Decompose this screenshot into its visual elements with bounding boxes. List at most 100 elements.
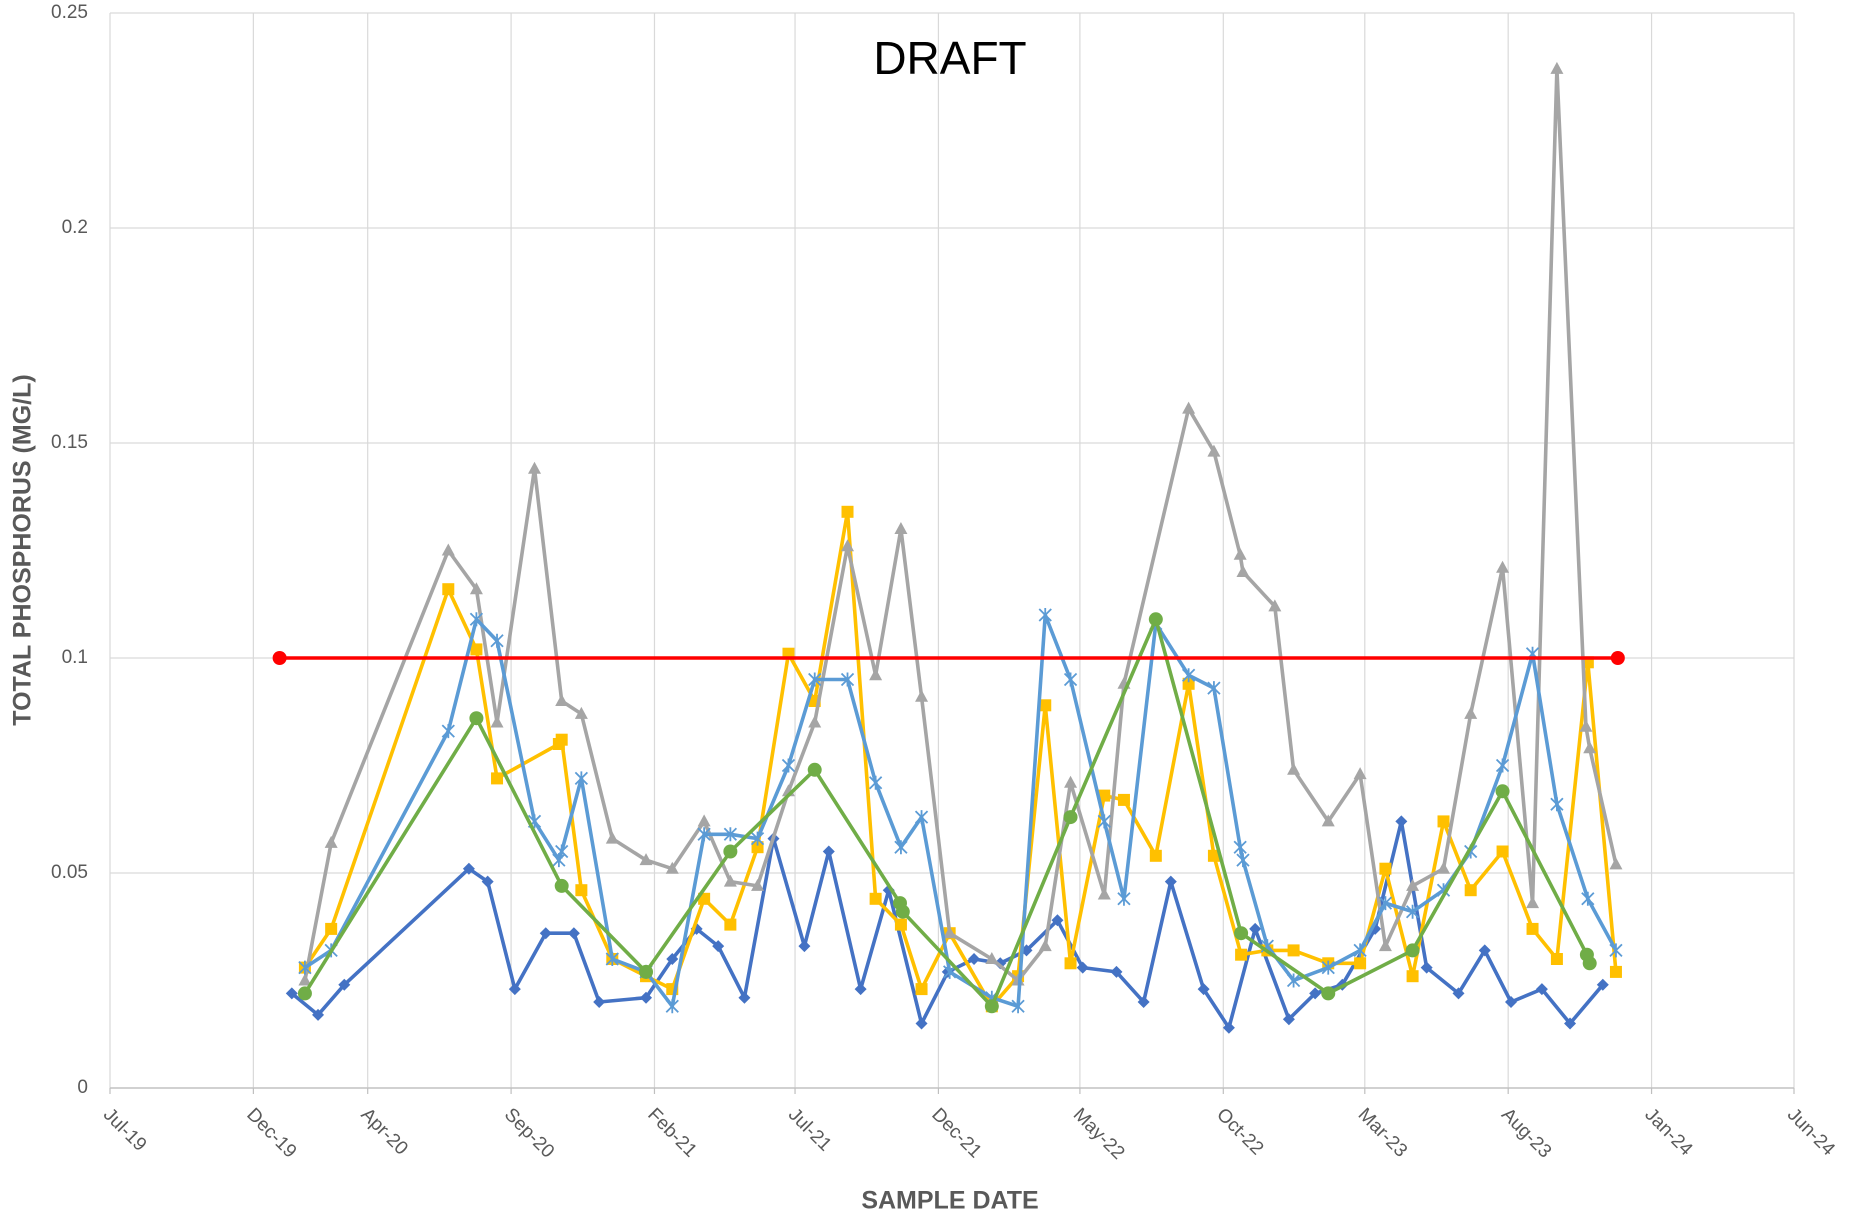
marker [1207,444,1221,457]
marker [469,711,484,726]
marker [1452,987,1465,1000]
marker [894,918,907,931]
y-tick-label: 0 [77,1077,88,1098]
marker [1550,797,1564,812]
x-tick-label: Jul-21 [784,1104,835,1155]
marker [1117,891,1131,906]
x-tick-label: Dec-21 [927,1104,985,1162]
marker [567,927,580,940]
marker [481,875,494,888]
marker [1148,612,1163,627]
marker [712,940,725,953]
marker [1011,999,1025,1014]
marker [1610,651,1625,665]
marker [894,522,908,534]
marker [593,996,606,1008]
marker [807,762,822,777]
marker [1609,943,1623,958]
marker [491,772,504,785]
marker [325,922,338,935]
marker [640,991,653,1004]
marker [441,543,455,556]
marker [1063,810,1078,825]
x-tick-label: Sep-20 [500,1104,558,1162]
marker [1609,965,1622,978]
marker [1550,953,1563,965]
marker [1420,961,1433,974]
marker [1149,849,1162,862]
marker [324,835,338,848]
marker [1406,878,1420,891]
marker [1039,699,1052,712]
marker [841,539,855,552]
marker [1321,814,1335,827]
x-tick-label: Apr-20 [357,1104,412,1159]
marker [751,878,765,891]
marker [1249,922,1262,935]
marker [1182,401,1196,414]
marker [723,827,738,842]
marker [1234,926,1249,941]
chart-title: DRAFT [873,32,1026,84]
marker [1504,996,1517,1008]
marker [915,1017,928,1030]
marker [639,964,654,979]
x-tick-label: Aug-23 [1497,1104,1555,1162]
marker [1378,939,1392,952]
marker [1164,875,1177,888]
marker [751,841,764,854]
marker [1395,815,1408,828]
marker [1596,978,1609,991]
marker [798,940,811,953]
marker [1437,861,1451,874]
x-tick-label: May-22 [1069,1104,1129,1164]
marker [914,810,929,825]
marker [1117,793,1130,806]
marker [1609,857,1623,870]
x-tick-label: Mar-23 [1354,1104,1411,1161]
marker [1282,1013,1295,1026]
marker [665,999,679,1014]
marker [1051,914,1064,927]
marker [1063,672,1078,687]
marker [1076,961,1089,974]
marker [724,918,737,931]
marker [1406,970,1419,983]
marker [697,814,711,827]
marker [840,672,855,687]
marker [1581,891,1595,906]
series-line [303,617,1592,1009]
marker [666,953,679,965]
marker [1405,943,1420,958]
marker [1235,948,1248,961]
series [298,61,1623,986]
marker [1287,944,1300,957]
marker [1207,681,1221,696]
marker [272,651,287,665]
marker [1464,884,1477,897]
marker [469,612,484,627]
y-axis-title: TOTAL PHOSPHORUS (MG/L) [9,374,37,725]
marker [1496,845,1509,858]
marker [1110,965,1123,978]
marker [490,715,504,728]
marker [984,999,999,1014]
marker [1268,599,1282,612]
marker [1478,944,1491,957]
marker [1526,896,1540,909]
marker [1583,741,1597,754]
marker [1579,719,1593,732]
series [297,612,1597,1014]
marker [574,706,588,719]
marker [1353,767,1367,780]
marker [554,878,569,893]
marker [665,861,679,874]
marker [1182,677,1195,690]
marker [841,505,854,518]
marker [442,583,455,596]
marker [985,952,999,964]
marker [469,582,483,595]
marker [1354,957,1367,970]
marker [574,771,589,786]
marker [298,973,312,986]
